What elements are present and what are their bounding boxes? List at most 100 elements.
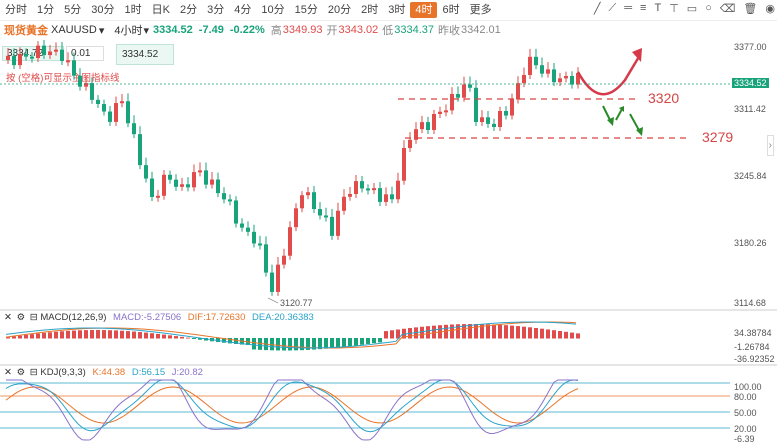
macd-bar [378,338,382,343]
rect-tool-icon[interactable]: ▭ [686,3,698,15]
candle-body [450,94,454,111]
spread-box[interactable]: 0.01 [66,46,104,61]
candle-body [258,243,262,246]
macd-line [5,321,577,349]
price-change-pct: -0.22% [229,24,265,36]
y-tick: 3180.26 [734,238,767,248]
macd-bar [204,338,208,341]
text-tool-icon[interactable]: T [654,2,662,14]
candle-body [498,111,502,128]
macd-bar [252,338,256,350]
candle-body [300,195,304,209]
chevron-down-icon[interactable]: ▾ [143,24,150,37]
last-price: 3334.52 [153,24,193,36]
kdj-tick: 50.00 [734,408,757,418]
timeframe-tab[interactable]: 3分 [207,4,225,16]
macd-bar [120,330,124,339]
macd-bar [360,338,364,345]
timeframe-tab[interactable]: 4分 [234,4,252,16]
macd-bar [96,330,100,339]
macd-bar [474,324,478,339]
candle-body [294,208,298,228]
macd-bar [486,324,490,339]
close-icon[interactable]: ✕ [4,367,12,378]
line-tool-icon[interactable]: ╱ [593,3,601,15]
candle-body [144,165,148,179]
timeframe-tab[interactable]: 20分 [327,4,352,16]
macd-bar [222,338,226,343]
collapse-icon[interactable]: ⊟ [29,367,38,378]
timeframe-tab[interactable]: 1时 [124,4,142,16]
hline-tool-icon[interactable]: ═ [624,2,633,14]
eye-icon[interactable]: ◉ [765,3,775,15]
ask-price-box[interactable]: 3334.52 [116,44,174,65]
candle-body [102,104,106,112]
timeframe-tab[interactable]: 更多 [469,4,492,16]
candle-body [240,223,244,228]
timeframe-tab[interactable]: 6时 [442,4,460,16]
ray-tool-icon[interactable]: ⟋ [608,2,617,14]
channel-tool-icon[interactable]: ≡ [640,2,647,14]
macd-bar [312,338,316,350]
collapse-panel-icon[interactable]: › [766,135,774,156]
macd-bar [72,330,76,339]
macd-bar [84,330,88,339]
candle-body [390,194,394,200]
eraser-icon[interactable]: ⌫ [719,3,736,15]
timeframe-tab[interactable]: 30分 [91,4,115,16]
macd-bar [132,331,136,339]
macd-bar [288,338,292,351]
candle-body [150,178,154,197]
marker-tool-icon[interactable]: ⊤ [669,3,679,15]
timeframe-tab[interactable]: 4时 [410,2,438,18]
chevron-down-icon[interactable]: ▾ [98,24,105,37]
macd-bar [390,330,394,339]
macd-bar [402,328,406,339]
macd-bar [534,327,538,339]
settings-icon[interactable]: ⚙ [16,367,26,378]
timeframe-tab[interactable]: 3时 [388,4,406,16]
macd-bar [102,330,106,339]
period-selector[interactable]: 4小时 [114,25,143,37]
timeframe-tab[interactable]: 1分 [37,4,55,16]
settings-icon[interactable]: ⚙ [16,312,26,323]
symbol-name[interactable]: 现货黄金 [4,25,48,37]
timeframe-tab[interactable]: 2分 [179,4,198,16]
kdj-tick: 100.00 [734,382,762,392]
timeframe-tab[interactable]: 2时 [361,4,379,16]
macd-bar [408,328,412,339]
circle-tool-icon[interactable]: ○ [705,2,712,14]
candle-body [504,111,508,116]
macd-bar [552,330,556,339]
macd-bar [162,334,166,339]
timeframe-tab[interactable]: 15分 [294,4,318,16]
timeframe-tab[interactable]: 分时 [5,4,27,16]
macd-bar [264,338,268,351]
macd-bar [6,337,10,339]
timeframe-tab[interactable]: 5分 [64,4,82,16]
close-icon[interactable]: ✕ [4,312,12,323]
macd-bar [330,338,334,349]
timeframe-tab[interactable]: 日K [151,4,170,16]
delete-icon[interactable]: 🗑 [743,3,758,15]
bid-price-box[interactable]: 3334.72 [2,46,64,61]
prev-close-label: 昨收 [438,25,461,37]
candle-body [576,73,580,85]
candle-body [270,272,274,292]
candle-body [360,181,364,189]
timeframe-tab[interactable]: 10分 [261,4,285,16]
macd-bar [216,338,220,343]
macd-bar [324,338,328,349]
candle-body [564,76,568,79]
candle-body [324,215,328,218]
macd-bar [336,338,340,348]
collapse-icon[interactable]: ⊟ [29,312,38,323]
candle-body [522,74,526,84]
candle-body [546,69,550,74]
candle-body [456,94,460,98]
macd-bar [150,333,154,339]
open-label: 开 [326,25,338,37]
arrow-head-icon [632,48,642,62]
candle-body [186,184,190,188]
arrow-head-icon [619,106,624,112]
